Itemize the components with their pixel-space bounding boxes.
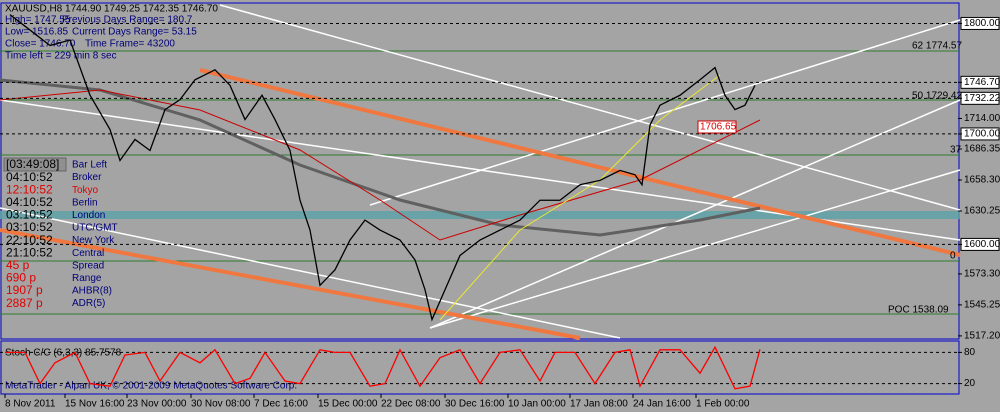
x-tick-label: 8 Nov 2011: [5, 399, 56, 410]
annotation: 62 1774.57: [912, 41, 962, 52]
clock-label: New York: [72, 235, 115, 246]
bar-left-box: [3, 157, 67, 172]
y-tick-label: 1700.00: [964, 129, 1000, 140]
clock-label: Tokyo: [72, 185, 99, 196]
y-tick-label: 1573.30: [964, 269, 1000, 280]
clock-time: 21:10:52: [6, 245, 53, 259]
info-prev-range: Previous Days Range= 180.7: [62, 15, 193, 26]
stoch-panel: [0, 340, 960, 395]
moving-average: [0, 89, 761, 241]
x-tick-label: 30 Dec 16:00: [445, 399, 505, 410]
x-tick-label: 30 Nov 08:00: [191, 399, 251, 410]
y-tick-label: 1517.20: [964, 331, 1000, 342]
info-time-frame: Time Frame= 43200: [85, 39, 175, 50]
y-tick-label: 1800.00: [964, 18, 1000, 29]
trend-line: [0, 207, 621, 339]
footer: MetaTrader - Alpari UK, © 2001-2009 Meta…: [5, 381, 297, 392]
trend-line: [429, 169, 961, 329]
x-tick-label: 15 Dec 00:00: [318, 399, 378, 410]
clock-time: 22:10:52: [6, 233, 53, 247]
x-tick-label: 10 Jan 00:00: [508, 399, 566, 410]
stat-value: 45 p: [6, 258, 30, 272]
zone-band: [0, 211, 960, 219]
price-line: [9, 14, 756, 322]
clock-label: Berlin: [72, 197, 98, 208]
x-tick-label: 24 Jan 16:00: [633, 399, 691, 410]
info-low: Low= 1516.85: [5, 27, 69, 38]
y-tick-label: 20: [964, 378, 976, 389]
clock-time: 03:10:52: [6, 220, 53, 234]
info-block: XAUUSD,H8 1744.90 1749.25 1742.35 1746.7…: [5, 4, 218, 62]
x-tick-label: 17 Jan 08:00: [570, 399, 628, 410]
annotation: 37: [950, 145, 962, 156]
y-tick-label: 1714.00: [964, 113, 1000, 124]
x-tick-label: 15 Nov 16:00: [65, 399, 125, 410]
clock-time: 04:10:52: [6, 195, 53, 209]
moving-average: [0, 78, 761, 237]
x-tick-label: 1 Feb 00:00: [696, 399, 750, 410]
trend-line: [369, 19, 961, 206]
trend-line: [219, 4, 961, 211]
clock-label: UTC/GMT: [72, 223, 118, 234]
channel-line: [199, 68, 961, 257]
clock-label: London: [72, 210, 105, 221]
price-line: [5, 345, 761, 390]
x-tick-label: 7 Dec 16:00: [254, 399, 308, 410]
clock-label: Bar Left: [72, 160, 107, 171]
channel-lines: [0, 68, 961, 340]
x-tick-label: 23 Nov 00:00: [127, 399, 187, 410]
stat-label: ADR(5): [72, 298, 105, 309]
annotation: POC 1538.09: [888, 305, 949, 316]
clock-time: 04:10:52: [6, 170, 53, 184]
clock-label: Broker: [72, 172, 102, 183]
trend-line: [429, 99, 961, 329]
y-tick-label: 1686.35: [964, 144, 1000, 155]
annotation: 50 1729.42: [912, 91, 962, 102]
clock-time: [03:49:08]: [6, 157, 59, 171]
clock-time: 03:10:52: [6, 208, 53, 222]
annotation: 0: [950, 251, 956, 262]
info-cur-range: Current Days Range= 53.15: [72, 27, 197, 38]
y-tick-label: 1658.30: [964, 175, 1000, 186]
info-close: Close= 1746.70: [5, 39, 76, 50]
stoch-title: Stoch C/C (6,3,3) 85.7578: [5, 348, 122, 359]
clock-panel: [03:49:08] Bar Left 04:10:52 Broker 12:10:52…: [6, 157, 118, 310]
y-tick-label: 1732.22: [964, 93, 1000, 104]
symbol-line: XAUUSD,H8 1744.90 1749.25 1742.35 1746.7…: [5, 4, 218, 15]
stat-value: 1907 p: [6, 283, 43, 297]
stat-label: Spread: [72, 260, 104, 271]
y-tick-label: 1630.25: [964, 206, 1000, 217]
annotation: 1706.65: [700, 122, 737, 133]
channel-line: [0, 228, 581, 340]
stat-value: 690 p: [6, 271, 36, 285]
stat-label: AHBR(8): [72, 286, 112, 297]
stat-value: 2887 p: [6, 296, 43, 310]
y-tick-label: 1746.70: [964, 77, 1000, 88]
clock-time: 12:10:52: [6, 182, 53, 196]
y-tick-label: 1545.25: [964, 300, 1000, 311]
x-tick-label: 22 Dec 08:00: [381, 399, 441, 410]
clock-label: Central: [72, 248, 104, 259]
info-high: High= 1747.55: [5, 15, 71, 26]
y-tick-label: 1600.00: [964, 239, 1000, 250]
y-tick-label: 80: [964, 347, 976, 358]
price-tag: [697, 120, 737, 134]
stat-label: Range: [72, 273, 102, 284]
info-time-left: Time left = 229 min 8 sec: [5, 51, 117, 62]
